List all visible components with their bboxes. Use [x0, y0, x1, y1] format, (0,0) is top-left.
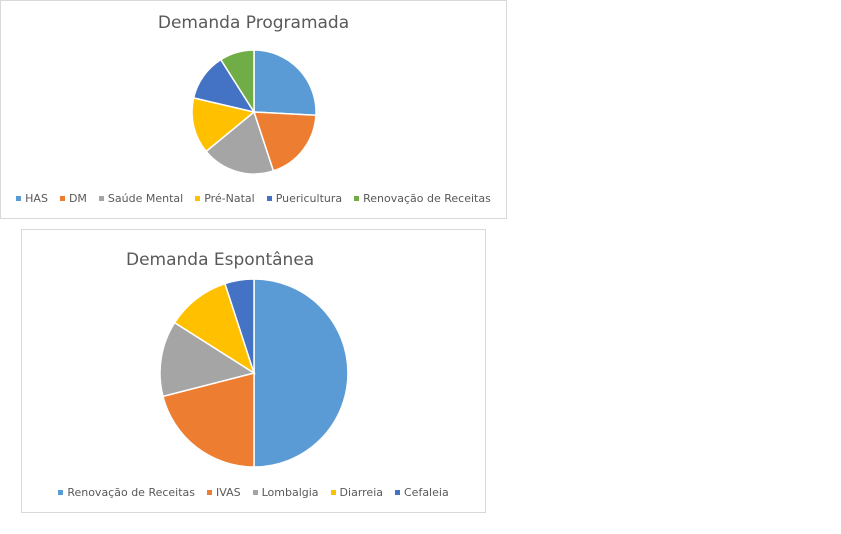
legend-swatch: [16, 195, 22, 201]
legend-label: Lombalgia: [261, 486, 319, 499]
legend-label: Diarreia: [339, 486, 383, 499]
pie-slice-dm: [252, 111, 317, 172]
legend-label: Cefaleia: [404, 486, 449, 499]
legend-swatch: [395, 489, 400, 495]
legend-item-pre-natal: Pré-Natal: [195, 192, 255, 205]
pie-chart-espontanea: [159, 278, 349, 468]
chart-legend: HAS DM Saúde Mental Pré-Natal Puericultura Re…: [1, 192, 506, 205]
pie-slice-cefaleia: [224, 278, 255, 374]
legend-item-puericultura: Puericultura: [266, 192, 343, 205]
legend-item-lombalgia: Lombalgia: [252, 486, 319, 499]
legend-swatch: [252, 489, 258, 495]
legend-item-cefaleia: Cefaleia: [395, 486, 449, 499]
legend-item-renovacao-de-receitas: Renovação de Receitas: [354, 192, 491, 205]
legend-item-saude-mental: Saúde Mental: [98, 192, 184, 205]
legend-label: Renovação de Receitas: [363, 192, 491, 205]
chart-legend: Renovação de Receitas IVAS Lombalgia Diarre…: [22, 486, 485, 499]
legend-item-renovacao-de-receitas: Renovação de Receitas: [58, 486, 195, 499]
legend-label: Renovação de Receitas: [67, 486, 196, 499]
legend-item-diarreia: Diarreia: [330, 486, 383, 499]
legend-swatch: [98, 195, 104, 201]
legend-item-dm: DM: [59, 192, 87, 205]
pie-slice-ivas: [162, 372, 255, 468]
pie-slice-lombalgia: [159, 321, 256, 398]
legend-swatch: [354, 195, 360, 201]
legend-item-ivas: IVAS: [207, 486, 241, 499]
pie-chart-programada: [191, 49, 317, 175]
legend-swatch: [58, 489, 64, 495]
legend-swatch: [59, 195, 65, 201]
legend-swatch: [195, 195, 201, 201]
legend-label: IVAS: [216, 486, 241, 499]
pie-slice-pre-natal: [191, 96, 256, 153]
legend-label: HAS: [25, 192, 48, 205]
pie-slice-diarreia: [173, 282, 256, 375]
legend-swatch: [330, 489, 336, 495]
pie-slice-has: [253, 49, 317, 117]
chart-title: Demanda Programada: [157, 13, 350, 33]
legend-label: Pré-Natal: [204, 192, 255, 205]
legend-item-has: HAS: [16, 192, 48, 205]
chart-title: Demanda Espontânea: [126, 250, 315, 270]
legend-swatch: [207, 489, 213, 495]
chart-demanda-programada: Demanda Programada HAS DM Saúde Mental Pré-…: [0, 0, 507, 219]
legend-label: Puericultura: [275, 192, 343, 205]
chart-demanda-espontanea: Demanda Espontânea Renovação de Receitas…: [21, 229, 486, 513]
legend-label: DM: [68, 192, 87, 205]
legend-label: Saúde Mental: [107, 192, 184, 205]
legend-swatch: [266, 195, 272, 201]
pie-slice-renovacao-de-receitas: [253, 278, 349, 468]
pie-slice-renovacao-de-receitas: [219, 49, 255, 115]
pie-slice-saude-mental: [205, 110, 275, 175]
